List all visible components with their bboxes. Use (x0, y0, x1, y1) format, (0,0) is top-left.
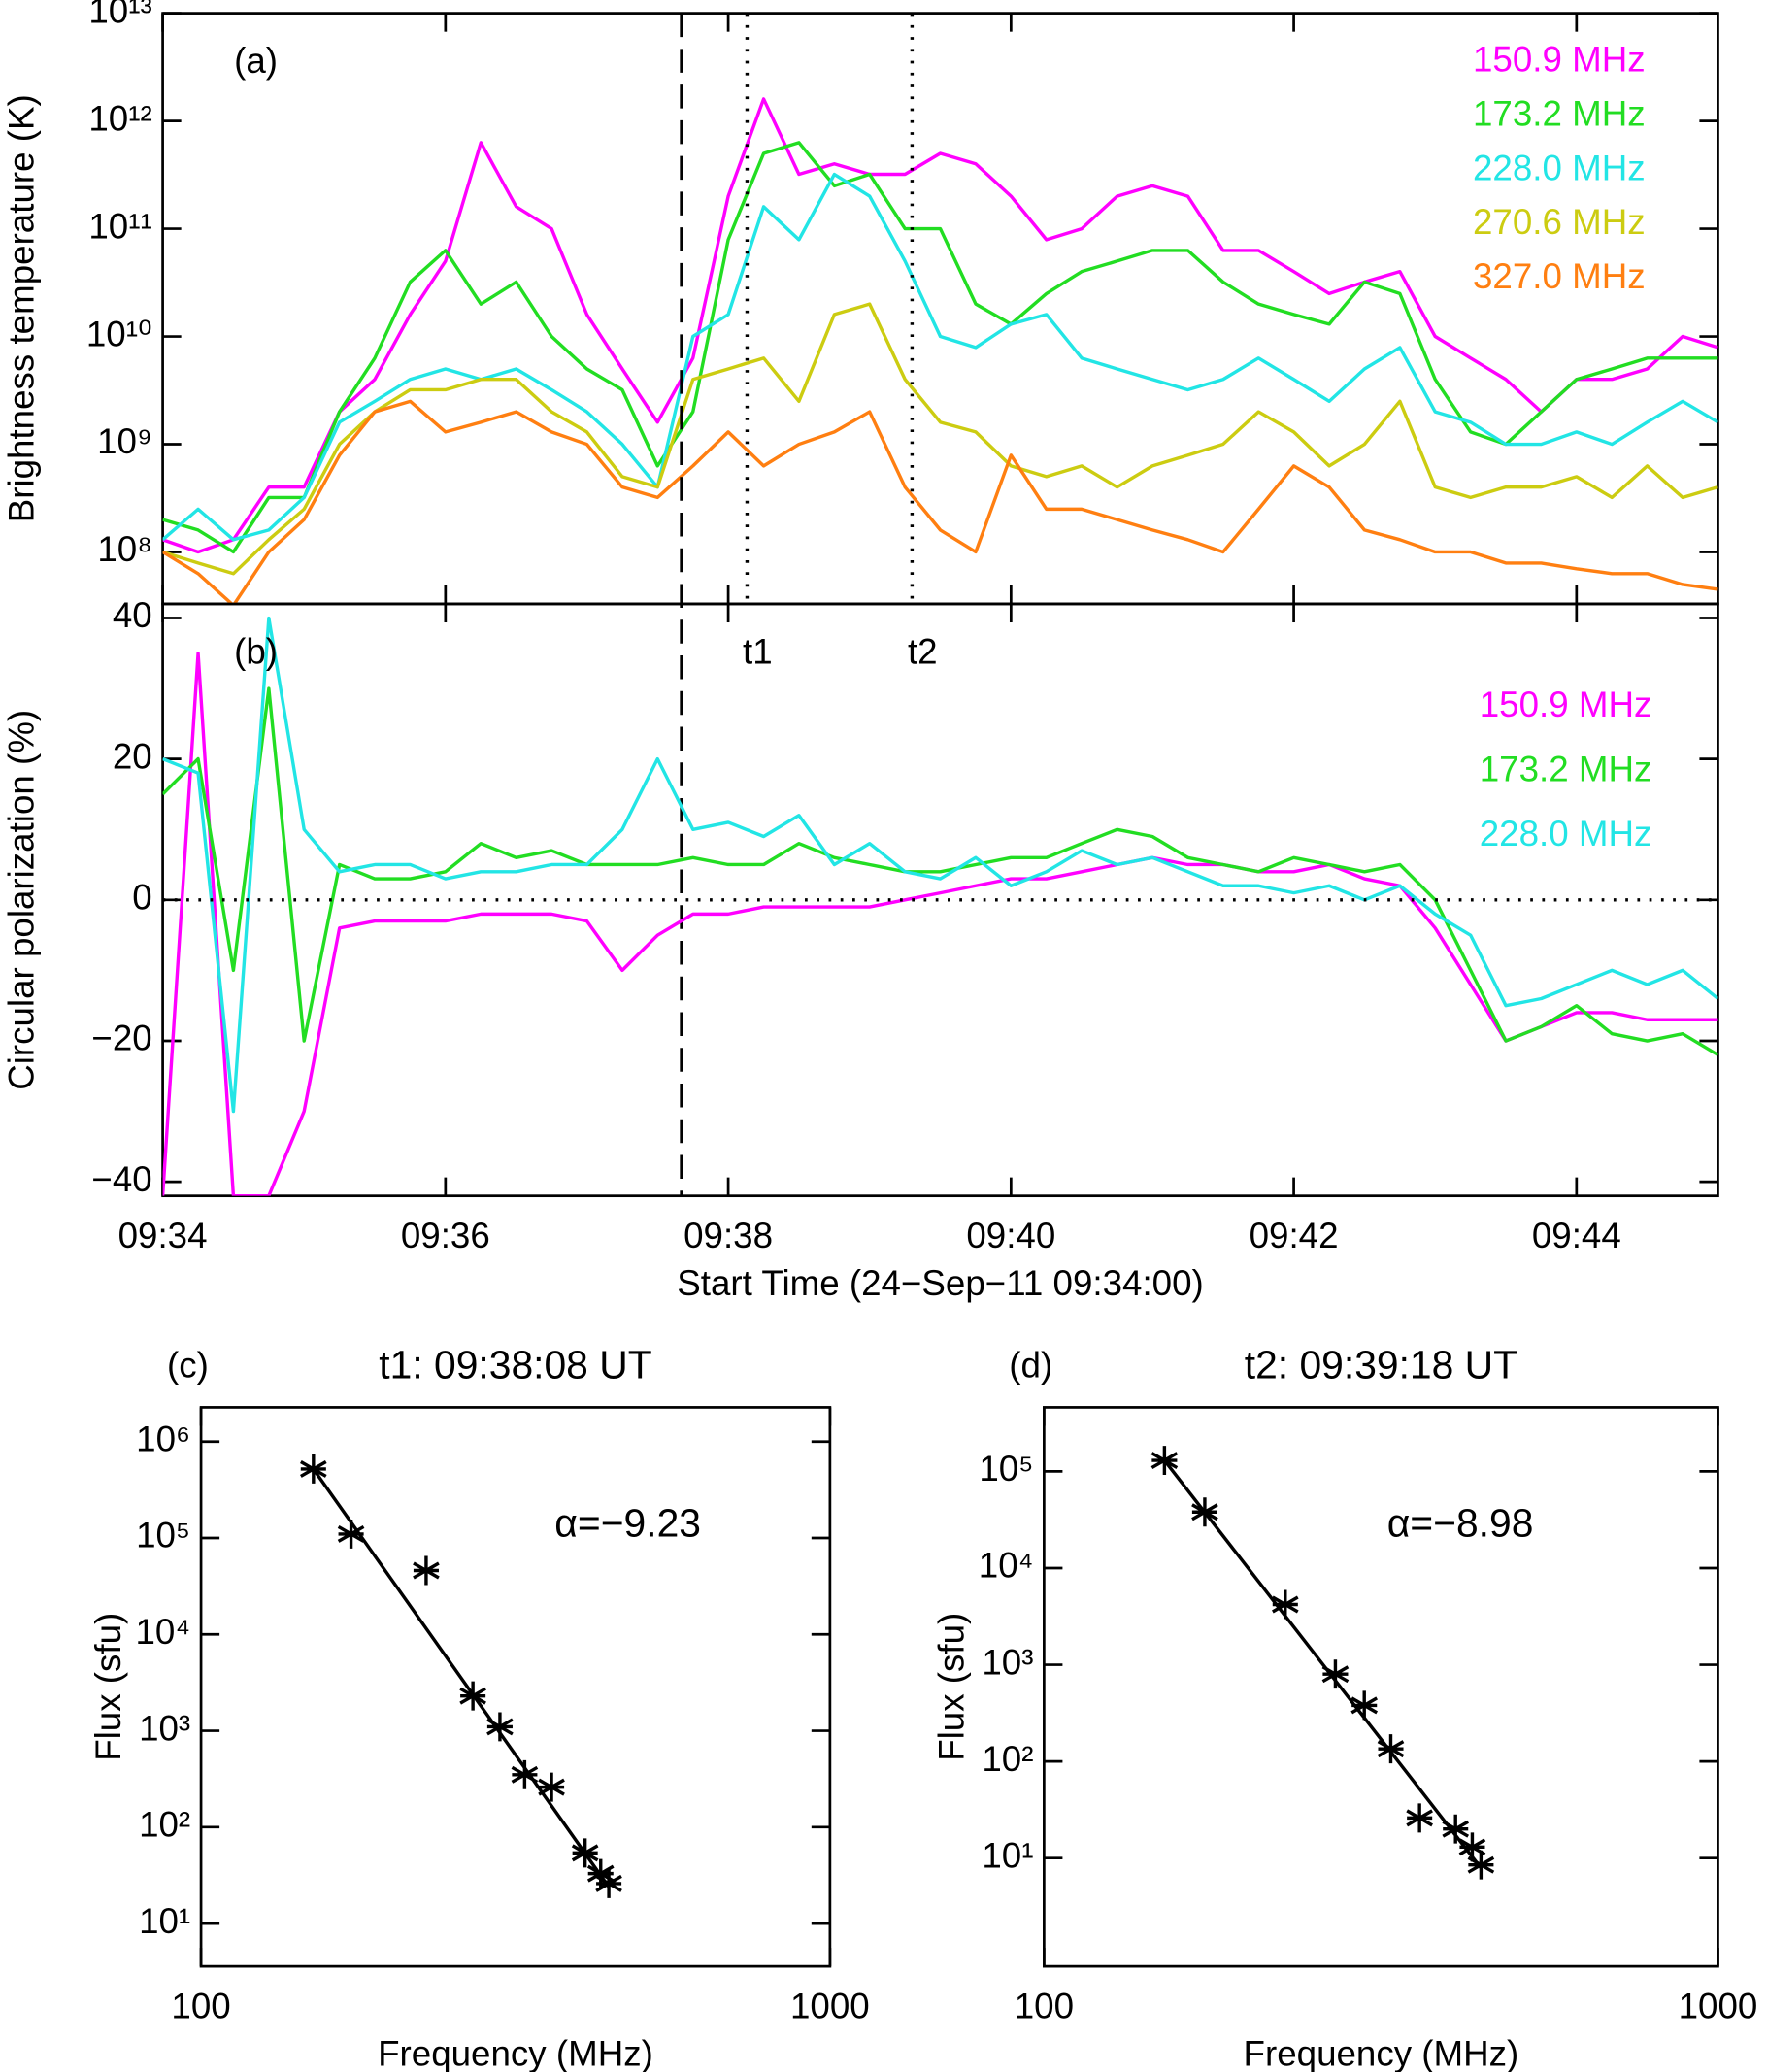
x-axis-label: Frequency (MHz) (378, 2033, 653, 2072)
data-point (538, 1772, 565, 1802)
data-point (586, 1858, 615, 1888)
time-marker-label: t2 (908, 631, 938, 671)
y-tick-label: 10⁴ (979, 1546, 1034, 1586)
y-axis-label: Brightness temperature (K) (1, 94, 41, 522)
data-point (337, 1519, 365, 1549)
plot-area (1150, 1446, 1495, 1880)
series-line (162, 97, 1718, 554)
x-tick-label: 09:42 (1250, 1216, 1339, 1255)
legend-entry: 150.9 MHz (1473, 40, 1646, 80)
y-tick-label: 10⁸ (97, 529, 151, 569)
x-tick-label: 1000 (790, 1986, 870, 2025)
plot-frame (199, 1406, 832, 1968)
legend-entry: 150.9 MHz (1480, 685, 1652, 724)
panel-label: (c) (167, 1345, 209, 1385)
chart-title: t2: 09:39:18 UT (1245, 1342, 1517, 1387)
chart-title: t1: 09:38:08 UT (379, 1342, 651, 1387)
annotation: α=−8.98 (1387, 1501, 1534, 1546)
x-axis-label: Start Time (24−Sep−11 09:34:00) (677, 1263, 1204, 1303)
x-tick-label: 09:38 (683, 1216, 773, 1255)
data-point (1350, 1690, 1379, 1721)
panel-label: (d) (1009, 1345, 1052, 1385)
x-tick-label: 09:40 (966, 1216, 1055, 1255)
y-tick-label: 10¹² (88, 98, 151, 138)
data-point (486, 1712, 514, 1742)
series-line (162, 399, 1718, 604)
data-point (1321, 1659, 1350, 1689)
data-point (300, 1454, 327, 1484)
legend-entry: 173.2 MHz (1480, 750, 1652, 789)
data-point (595, 1868, 622, 1898)
series-line (162, 686, 1718, 1056)
legend-entry: 173.2 MHz (1473, 93, 1646, 133)
y-tick-label: 10⁵ (979, 1449, 1033, 1488)
series-line (162, 616, 1718, 1114)
x-axis-label: Frequency (MHz) (1244, 2033, 1519, 2072)
x-tick-label: 100 (1015, 1986, 1074, 2025)
y-tick-label: 10¹ (982, 1835, 1033, 1875)
y-tick-label: 10¹³ (88, 0, 151, 30)
data-point (1191, 1497, 1218, 1527)
panel-label: (b) (234, 631, 278, 671)
panel-label: (a) (234, 41, 278, 81)
annotation: α=−9.23 (554, 1501, 701, 1546)
data-point (1458, 1832, 1486, 1862)
y-tick-label: 10¹⁰ (86, 314, 152, 353)
y-tick-label: 10¹ (139, 1901, 190, 1941)
y-tick-label: 10³ (139, 1708, 190, 1748)
y-tick-label: 10⁵ (136, 1516, 190, 1555)
series-line (162, 141, 1718, 554)
plot-area (300, 1454, 622, 1898)
fit-line (312, 1467, 611, 1888)
y-axis-label: Circular polarization (%) (1, 710, 41, 1090)
y-tick-label: −20 (91, 1019, 151, 1058)
series-line (162, 172, 1718, 542)
y-tick-label: 10³ (982, 1642, 1033, 1682)
y-axis-label: Flux (sfu) (932, 1613, 972, 1761)
y-tick-label: 10¹¹ (88, 206, 151, 246)
time-marker-label: t1 (743, 631, 773, 671)
series-line (162, 652, 1718, 1196)
data-point (1150, 1446, 1179, 1476)
y-tick-label: −40 (91, 1159, 151, 1199)
y-axis-label: Flux (sfu) (88, 1613, 128, 1761)
data-point (511, 1759, 539, 1789)
data-point (1271, 1589, 1299, 1620)
data-point (1406, 1803, 1433, 1833)
y-tick-label: 10⁶ (136, 1419, 190, 1458)
x-tick-label: 100 (171, 1986, 230, 2025)
data-point (1377, 1734, 1405, 1764)
x-tick-label: 09:44 (1532, 1216, 1621, 1255)
x-tick-label: 1000 (1679, 1986, 1758, 2025)
x-tick-label: 09:34 (118, 1216, 208, 1255)
y-tick-label: 10⁴ (136, 1612, 191, 1652)
y-tick-label: 10² (982, 1739, 1033, 1779)
legend-entry: 270.6 MHz (1473, 202, 1646, 242)
series-line (162, 302, 1718, 576)
legend-entry: 228.0 MHz (1480, 814, 1652, 853)
y-tick-label: 0 (132, 878, 151, 918)
y-tick-label: 10⁹ (97, 421, 152, 461)
fit-line (1163, 1459, 1483, 1869)
data-point (1467, 1850, 1495, 1880)
data-point (413, 1555, 440, 1586)
plot-area (162, 616, 1718, 1196)
data-point (571, 1838, 599, 1868)
plot-area (162, 97, 1718, 604)
y-tick-label: 10² (139, 1805, 190, 1845)
x-tick-label: 09:36 (401, 1216, 490, 1255)
y-tick-label: 20 (113, 736, 152, 776)
y-tick-label: 40 (113, 595, 152, 635)
legend-entry: 228.0 MHz (1473, 148, 1646, 187)
plot-frame (1042, 1406, 1719, 1968)
data-point (1442, 1814, 1470, 1844)
data-point (459, 1681, 486, 1711)
legend-entry: 327.0 MHz (1473, 256, 1646, 296)
